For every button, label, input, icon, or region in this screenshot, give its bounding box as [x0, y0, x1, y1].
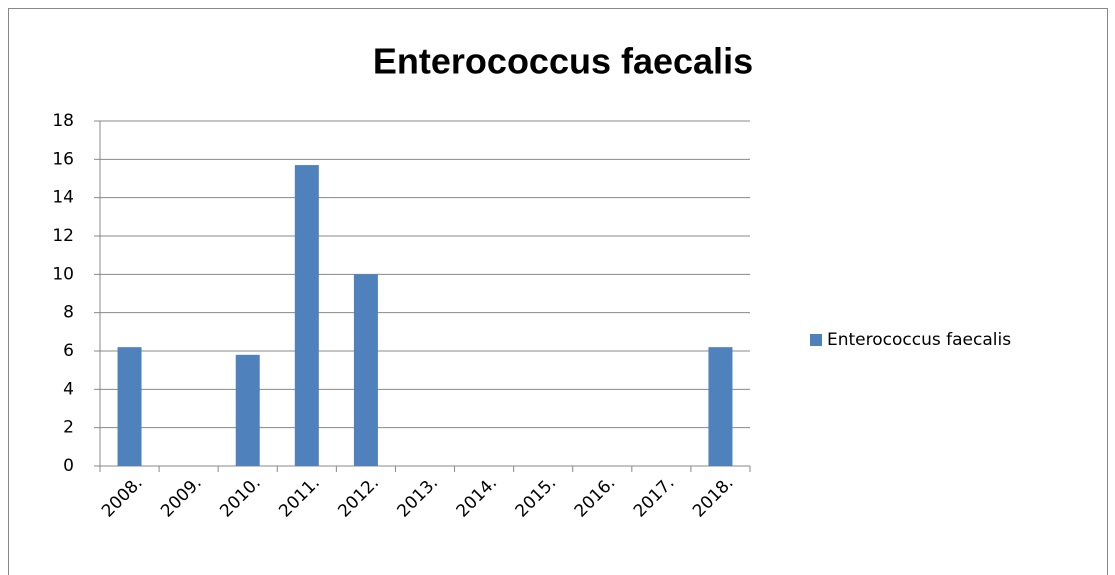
y-tick-label: 18 — [52, 111, 74, 131]
bar — [708, 347, 733, 466]
y-tick-label: 4 — [63, 379, 74, 399]
bar — [117, 347, 142, 466]
y-tick-label: 10 — [52, 264, 74, 284]
y-tick-label: 6 — [63, 341, 74, 361]
y-tick-label: 12 — [52, 226, 74, 246]
bar — [353, 274, 378, 466]
bar — [235, 354, 260, 466]
legend-swatch — [810, 334, 822, 346]
chart-frame — [8, 8, 1108, 575]
y-tick-label: 0 — [63, 456, 74, 476]
chart-title: Enterococcus faecalis — [373, 41, 753, 82]
y-tick-label: 8 — [63, 303, 74, 323]
y-tick-label: 14 — [52, 188, 74, 208]
y-tick-label: 2 — [63, 418, 74, 438]
legend-label: Enterococcus faecalis — [827, 330, 1011, 350]
y-tick-label: 16 — [52, 149, 74, 169]
bar — [294, 165, 319, 467]
